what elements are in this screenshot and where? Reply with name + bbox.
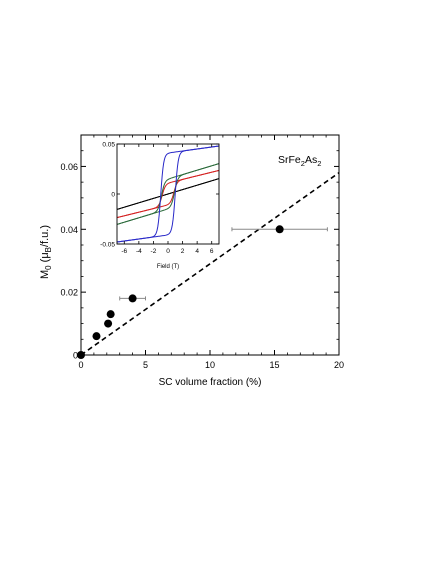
y-label-subB: B [44, 247, 53, 252]
inset-x-axis-label: Field (T) [157, 264, 179, 270]
x-tick-label: 10 [205, 360, 215, 370]
fit-line [81, 172, 339, 355]
compound-mid: As [305, 154, 317, 166]
inset-y-tick-label: -0.05 [100, 242, 115, 249]
inset-hysteresis-curves [117, 145, 219, 243]
inset-y-tick-labels: -0.05 0 0.05 [100, 142, 115, 249]
inset-x-tick-labels: -6 -4 -2 0 2 4 6 [121, 248, 214, 255]
hysteresis-branch-down [117, 145, 219, 243]
data-point [106, 310, 115, 319]
inset-x-tick-label: -6 [121, 248, 127, 255]
data-point [92, 332, 101, 341]
main-data-points [77, 225, 328, 359]
inset-x-tick-label: -4 [136, 248, 142, 255]
main-x-tick-labels: 0 5 10 15 20 [78, 360, 344, 370]
data-point [128, 294, 137, 303]
data-point [77, 351, 85, 359]
main-y-tick-labels: 0 0.02 0.04 0.06 [60, 162, 78, 361]
x-tick-label: 15 [269, 360, 279, 370]
inset-y-tick-label: 0.05 [102, 142, 115, 149]
main-axis-ticks [80, 135, 340, 356]
x-tick-label: 0 [78, 360, 83, 370]
x-tick-label: 20 [334, 360, 344, 370]
inset-x-tick-label: 4 [195, 248, 199, 255]
inset-x-tick-label: 2 [181, 248, 185, 255]
y-tick-label: 0.02 [60, 288, 78, 298]
y-tick-label: 0 [73, 351, 78, 361]
data-point [275, 225, 284, 234]
inset-y-tick-label: 0 [111, 192, 115, 199]
y-axis-label: M0 (μB/f.u.) [39, 225, 53, 279]
y-label-open: (μ [39, 252, 51, 265]
y-label-close: /f.u.) [39, 225, 51, 247]
hysteresis-branch-down [117, 163, 219, 225]
data-point [104, 319, 113, 328]
hysteresis-branch-down [117, 169, 219, 219]
y-label-sub0: 0 [44, 265, 53, 270]
inset-axis-ticks [117, 143, 219, 245]
inset-x-tick-label: 6 [210, 248, 214, 255]
y-label-main: M [39, 270, 51, 279]
x-axis-label: SC volume fraction (%) [159, 377, 262, 388]
compound-sub2: 2 [317, 159, 321, 168]
compound-sub1: 2 [301, 159, 305, 168]
compound-main: SrFe [278, 154, 301, 166]
inset-x-tick-label: 0 [166, 248, 170, 255]
compound-label: SrFe2As2 [278, 154, 321, 168]
x-tick-label: 5 [143, 360, 148, 370]
hysteresis-branch-down [117, 178, 219, 210]
y-tick-label: 0.06 [60, 162, 78, 172]
y-tick-label: 0.04 [60, 225, 78, 235]
inset-x-tick-label: -2 [151, 248, 157, 255]
